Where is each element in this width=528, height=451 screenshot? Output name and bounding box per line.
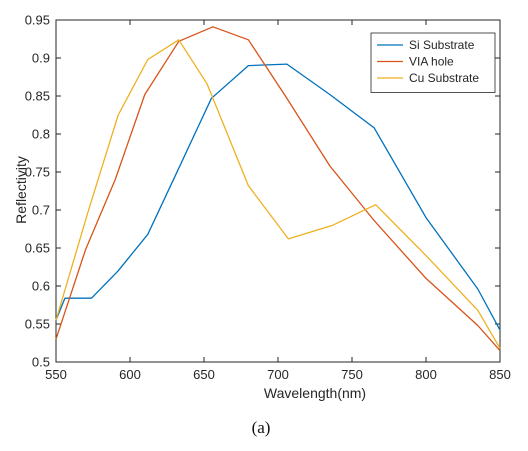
- y-tick-label: 0.9: [32, 51, 50, 66]
- y-axis-label: Reflectivity: [13, 156, 29, 224]
- series-line-si-substrate: [55, 63, 501, 331]
- y-tick-label: 0.65: [25, 241, 50, 256]
- y-tick-label: 0.55: [25, 317, 50, 332]
- x-tick-label: 600: [119, 367, 141, 382]
- series-line-via-hole: [55, 26, 501, 352]
- x-tick-label: 550: [45, 367, 67, 382]
- legend-entry: Cu Substrate: [409, 71, 479, 85]
- x-axis-label: Wavelength(nm): [264, 385, 366, 401]
- y-tick-label: 0.7: [32, 203, 50, 218]
- y-tick-label: 0.75: [25, 165, 50, 180]
- legend-entry: Si Substrate: [409, 38, 475, 52]
- series-line-cu-substrate: [55, 39, 501, 349]
- x-tick-label: 850: [489, 367, 511, 382]
- y-tick-label: 0.8: [32, 127, 50, 142]
- x-tick-label: 800: [415, 367, 437, 382]
- legend-box: [370, 32, 496, 93]
- y-tick-label: 0.85: [25, 89, 50, 104]
- figure-caption: (a): [252, 418, 271, 437]
- x-tick-label: 700: [267, 367, 289, 382]
- y-tick-label: 0.95: [25, 13, 50, 28]
- legend: Si Substrate VIA hole Cu Substrate: [370, 32, 496, 93]
- x-tick-label: 750: [341, 367, 363, 382]
- x-tick-label: 650: [193, 367, 215, 382]
- y-tick-label: 0.5: [32, 355, 50, 370]
- legend-entry: VIA hole: [409, 55, 454, 69]
- plot-area: 550 600 650 700 750 800 850 0.5 0.55 0.6 0.65 0.7 0.…: [25, 13, 511, 383]
- y-tick-label: 0.6: [32, 279, 50, 294]
